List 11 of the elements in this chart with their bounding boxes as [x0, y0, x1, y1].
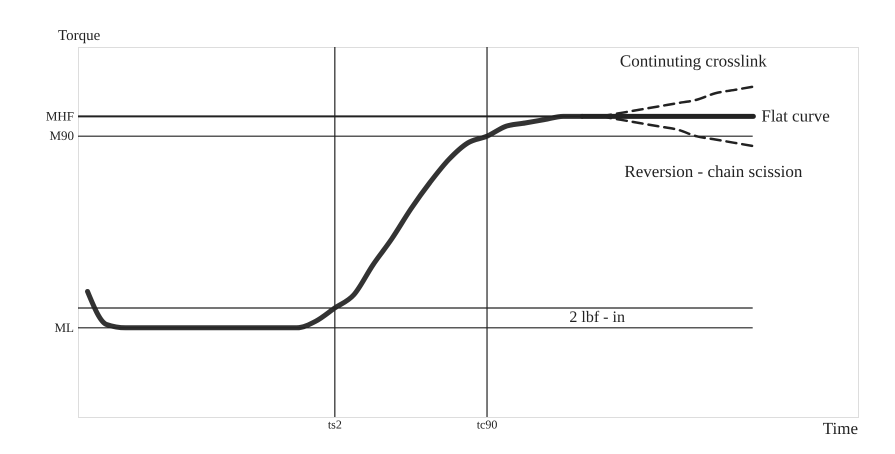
annotation: 2 lbf - in: [569, 309, 625, 326]
ref-line-label: ML: [54, 320, 74, 335]
x-tick-label: tc90: [476, 418, 498, 432]
series-label: Continuting crosslink: [620, 52, 768, 71]
ref-line-label: MHF: [46, 108, 74, 124]
series-label: Flat curve: [761, 106, 830, 126]
x-axis-title: Time: [822, 419, 858, 438]
y-axis-title: Torque: [58, 28, 101, 44]
x-tick-label: ts2: [328, 418, 342, 432]
series-label: Reversion - chain scission: [624, 162, 803, 182]
ref-line-label: M90: [49, 128, 74, 144]
